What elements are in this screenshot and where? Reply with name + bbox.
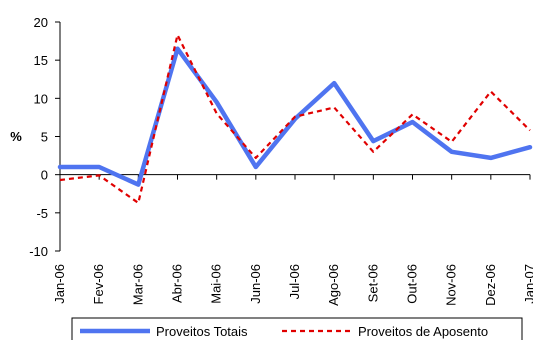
series-line-1 bbox=[57, 46, 533, 187]
y-axis-label: % bbox=[10, 129, 22, 144]
y-tick-labels: -10 -5 0 5 10 15 20 bbox=[29, 15, 48, 259]
x-tick-label: Nov-06 bbox=[444, 264, 459, 306]
x-tick-label: Jul-06 bbox=[287, 264, 302, 299]
y-tick-label: -5 bbox=[36, 206, 48, 221]
y-tick-label: 10 bbox=[34, 91, 48, 106]
x-tick-label: Ago-06 bbox=[326, 264, 341, 306]
y-tick-label: 20 bbox=[34, 15, 48, 30]
series-layer bbox=[57, 33, 533, 204]
y-tick-label: 0 bbox=[41, 168, 48, 183]
legend: Proveitos Totais Proveitos de Aposento bbox=[71, 317, 523, 345]
x-tick-label: Abr-06 bbox=[170, 264, 185, 303]
x-tick-label: Mar-06 bbox=[130, 264, 145, 305]
x-tick-label: Jun-06 bbox=[248, 264, 263, 304]
y-tick-label: 5 bbox=[41, 130, 48, 145]
series-line-2 bbox=[59, 33, 531, 204]
axes bbox=[55, 21, 531, 252]
y-tick-label: 15 bbox=[34, 53, 48, 68]
x-tick-label: Mai-06 bbox=[209, 264, 224, 304]
x-tick-label: Out-06 bbox=[405, 264, 420, 304]
x-tick-label: Jan-07 bbox=[522, 264, 533, 304]
x-tick-labels: Jan-06 Fev-06 Mar-06 Abr-06 Mai-06 Jun-06 Jul-… bbox=[52, 264, 533, 306]
x-tick-label: Set-06 bbox=[365, 264, 380, 302]
y-tick-label: -10 bbox=[29, 244, 48, 259]
legend-label-2: Proveitos de Aposento bbox=[358, 324, 488, 339]
x-tick-label: Fev-06 bbox=[91, 264, 106, 304]
x-tick-label: Jan-06 bbox=[52, 264, 67, 304]
x-tick-label: Dez-06 bbox=[483, 264, 498, 306]
legend-label-1: Proveitos Totais bbox=[156, 324, 248, 339]
